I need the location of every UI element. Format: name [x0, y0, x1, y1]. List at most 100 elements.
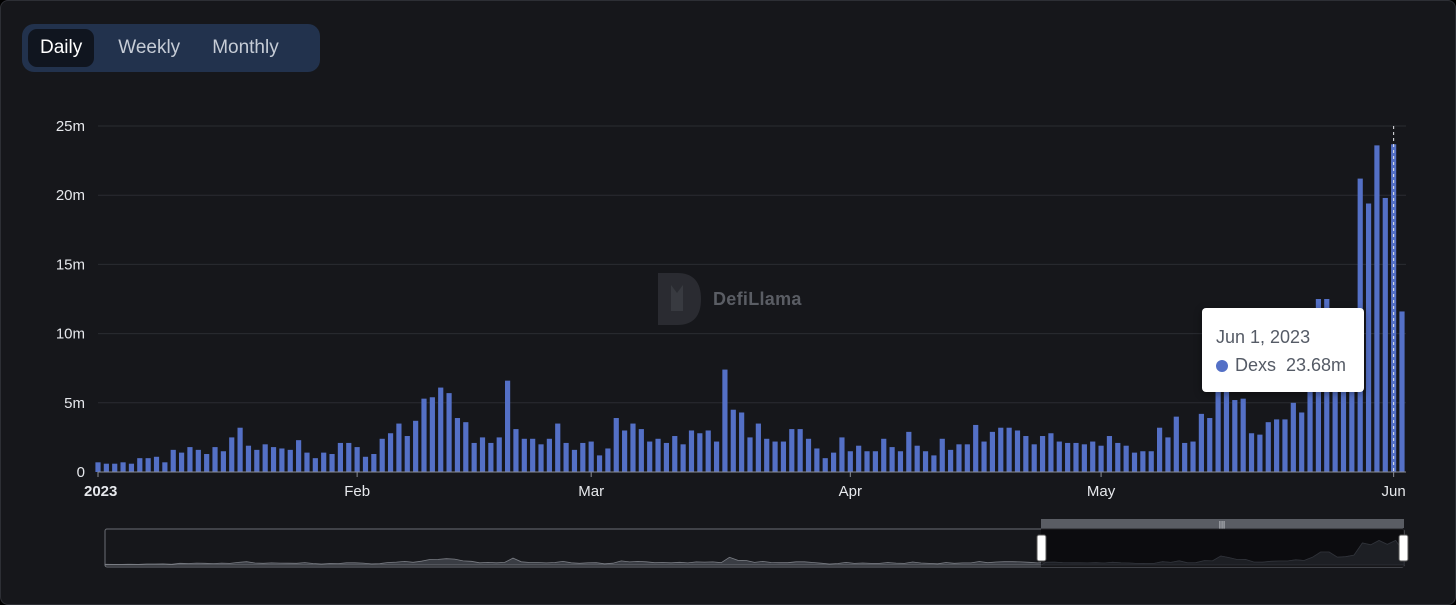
bar[interactable]	[262, 444, 268, 472]
bar[interactable]	[103, 463, 109, 472]
tab-weekly[interactable]: Weekly	[118, 37, 181, 58]
bar[interactable]	[956, 444, 962, 472]
bar[interactable]	[772, 441, 778, 472]
bar[interactable]	[296, 440, 302, 472]
bar[interactable]	[1365, 203, 1372, 472]
bar[interactable]	[981, 441, 987, 472]
bar[interactable]	[1156, 427, 1163, 472]
bar[interactable]	[546, 438, 552, 472]
bar[interactable]	[396, 423, 402, 472]
bar[interactable]	[722, 369, 728, 472]
bar[interactable]	[153, 456, 160, 472]
bar[interactable]	[939, 438, 945, 472]
bar[interactable]	[254, 449, 260, 472]
bar[interactable]	[429, 397, 435, 472]
bar[interactable]	[212, 447, 218, 472]
bar[interactable]	[814, 448, 820, 472]
bar[interactable]	[120, 462, 126, 472]
bar[interactable]	[580, 442, 586, 472]
bar[interactable]	[1090, 441, 1096, 472]
bar[interactable]	[755, 423, 761, 472]
bar[interactable]	[764, 438, 770, 472]
bar[interactable]	[856, 445, 862, 472]
bar[interactable]	[1014, 430, 1021, 472]
bar[interactable]	[170, 449, 176, 472]
bar[interactable]	[128, 463, 135, 472]
bar[interactable]	[872, 451, 878, 472]
bar[interactable]	[1115, 442, 1121, 472]
bar[interactable]	[1223, 373, 1230, 472]
bar[interactable]	[287, 449, 293, 472]
bar[interactable]	[279, 448, 285, 472]
bar[interactable]	[137, 458, 143, 472]
bar[interactable]	[337, 442, 344, 472]
bar[interactable]	[830, 452, 837, 472]
bar[interactable]	[1282, 419, 1288, 472]
bar[interactable]	[379, 438, 385, 472]
bar[interactable]	[1232, 400, 1238, 472]
bar[interactable]	[1307, 369, 1313, 472]
tab-monthly[interactable]: Monthly	[212, 37, 279, 58]
bar[interactable]	[454, 418, 461, 472]
bar[interactable]	[1140, 451, 1146, 472]
bar[interactable]	[588, 441, 594, 472]
bar[interactable]	[1065, 442, 1071, 472]
bar[interactable]	[112, 463, 118, 472]
bar[interactable]	[663, 442, 670, 472]
bar[interactable]	[463, 422, 469, 472]
bar[interactable]	[889, 447, 895, 472]
bar[interactable]	[496, 437, 502, 472]
bar[interactable]	[304, 452, 310, 472]
bar[interactable]	[805, 438, 812, 472]
bar[interactable]	[622, 430, 628, 472]
bar[interactable]	[471, 442, 477, 472]
bar[interactable]	[438, 387, 444, 472]
bar[interactable]	[1165, 437, 1171, 472]
bar[interactable]	[1131, 452, 1138, 472]
tab-daily[interactable]: Daily	[28, 29, 95, 67]
bar[interactable]	[1106, 436, 1113, 472]
bar[interactable]	[780, 441, 787, 472]
bar[interactable]	[747, 437, 753, 472]
bar[interactable]	[1073, 442, 1079, 472]
bar[interactable]	[237, 427, 243, 472]
bar[interactable]	[897, 451, 904, 472]
bar[interactable]	[530, 438, 536, 472]
bar[interactable]	[739, 412, 745, 472]
bar[interactable]	[1399, 311, 1405, 472]
bar[interactable]	[245, 445, 252, 472]
bar[interactable]	[847, 451, 853, 472]
bar[interactable]	[730, 409, 736, 472]
bar[interactable]	[1006, 427, 1012, 472]
bar[interactable]	[822, 458, 828, 472]
bar[interactable]	[906, 431, 912, 472]
bar[interactable]	[1173, 416, 1179, 472]
bar[interactable]	[187, 447, 193, 472]
bar[interactable]	[220, 451, 226, 472]
bar[interactable]	[145, 458, 151, 472]
bar[interactable]	[1182, 442, 1188, 472]
bar[interactable]	[948, 449, 954, 472]
bar[interactable]	[605, 448, 611, 472]
bar[interactable]	[1332, 368, 1338, 472]
bar[interactable]	[571, 449, 578, 472]
bar[interactable]	[1023, 436, 1029, 472]
bar[interactable]	[1340, 361, 1347, 472]
bar[interactable]	[563, 442, 569, 472]
bar[interactable]	[513, 429, 519, 472]
bar[interactable]	[371, 454, 377, 472]
bar[interactable]	[1349, 340, 1355, 472]
bar[interactable]	[1248, 433, 1255, 472]
bar[interactable]	[839, 437, 845, 472]
bar[interactable]	[630, 423, 636, 472]
bar[interactable]	[413, 420, 419, 472]
bar[interactable]	[989, 431, 996, 472]
zoom-handle-right[interactable]	[1398, 534, 1409, 562]
bar[interactable]	[864, 451, 870, 472]
zoom-drag-bar[interactable]	[1041, 519, 1404, 528]
bar[interactable]	[1081, 444, 1087, 472]
bar[interactable]	[713, 441, 720, 472]
bar[interactable]	[973, 424, 979, 472]
bar[interactable]	[697, 433, 703, 472]
bar[interactable]	[672, 436, 678, 472]
